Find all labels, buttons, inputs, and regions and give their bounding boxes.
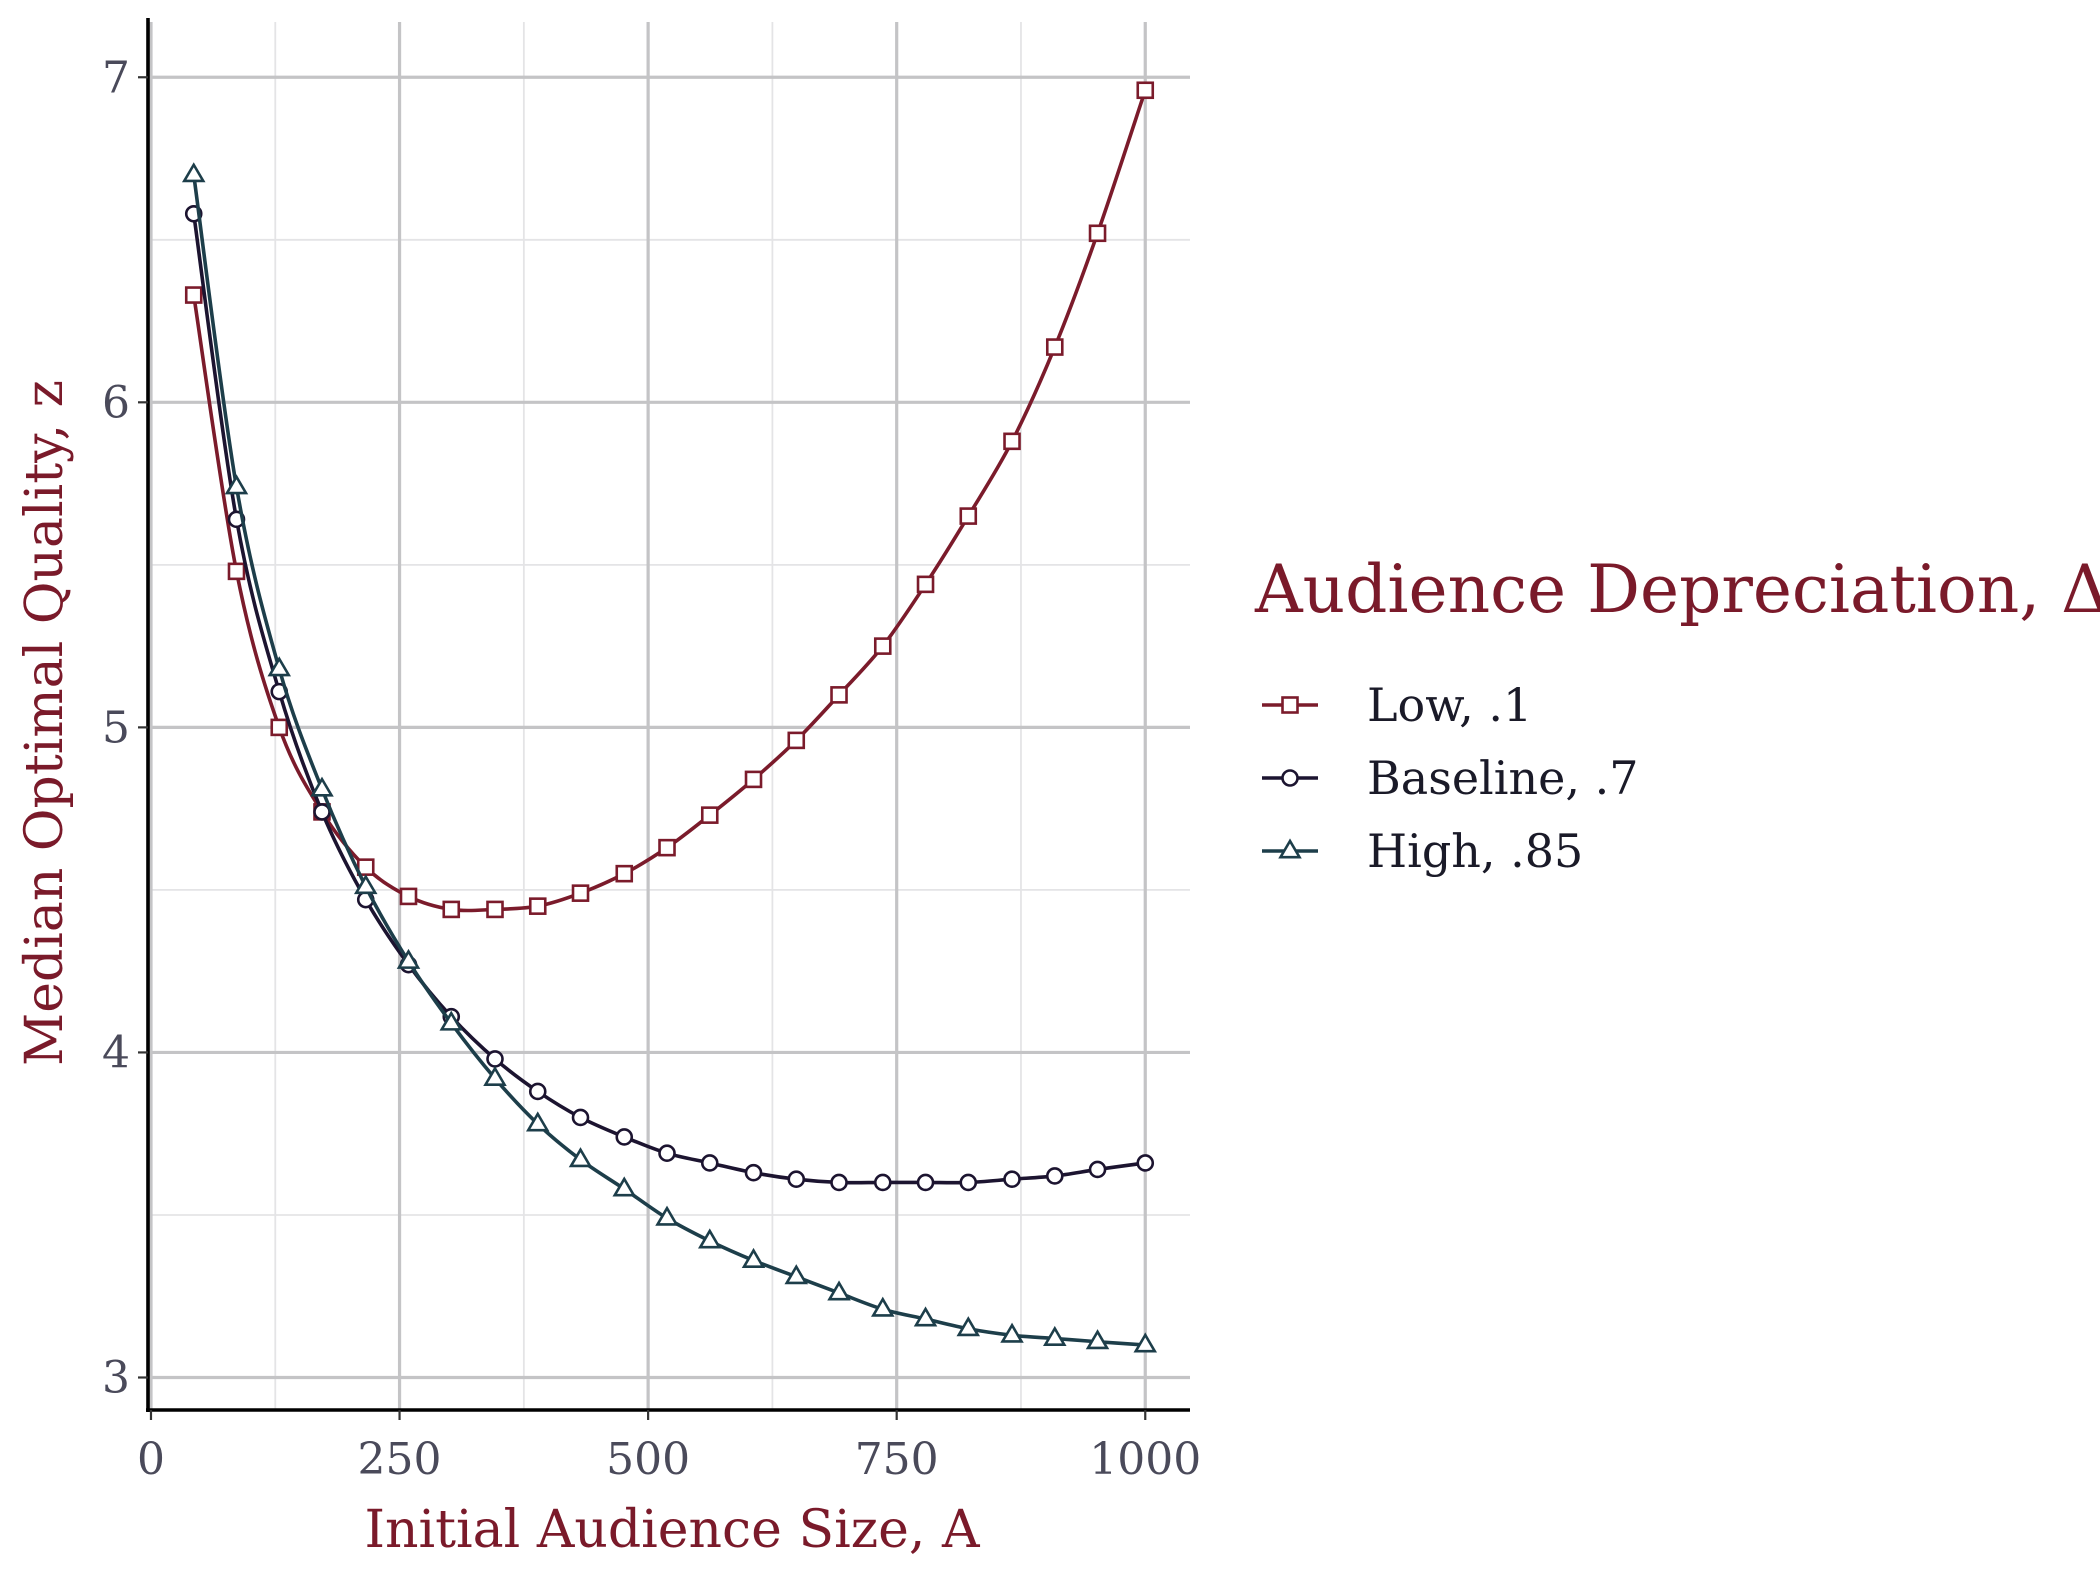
data-point (1133, 1332, 1158, 1353)
data-point (486, 900, 504, 919)
tick-labels: 0 250 500 750 1000 3 4 5 6 7 (102, 52, 1201, 1485)
data-point (959, 1173, 978, 1192)
data-point (1088, 1160, 1107, 1179)
data-point (959, 507, 978, 525)
data-point (396, 948, 421, 969)
data-point (916, 575, 935, 594)
data-point (528, 897, 547, 915)
data-point (486, 1050, 504, 1068)
data-point (1003, 1170, 1021, 1189)
data-point (744, 1163, 763, 1182)
data-point (658, 838, 676, 857)
data-point (870, 1296, 895, 1317)
x-tick-label: 750 (855, 1434, 939, 1485)
data-point (916, 1173, 935, 1192)
data-point (741, 1247, 766, 1268)
data-point (615, 1128, 634, 1146)
data-point (612, 1176, 637, 1197)
series-1 (184, 81, 1155, 919)
data-point (442, 900, 461, 919)
y-axis-title: Median Optimal Quality, z (15, 380, 75, 1066)
data-point (787, 731, 806, 750)
legend-label: Low, .1 (1367, 678, 1532, 732)
data-point (571, 884, 590, 902)
data-point (224, 474, 249, 495)
data-point (1045, 1167, 1064, 1185)
data-point (956, 1316, 981, 1337)
data-point (697, 1228, 722, 1249)
data-point (181, 162, 206, 183)
series-2 (184, 204, 1155, 1192)
y-tick-label: 4 (102, 1027, 130, 1078)
data-point (1003, 432, 1021, 451)
series-line (191, 88, 1148, 913)
legend-item: High, .85 (1262, 824, 1583, 878)
data-point (525, 1111, 550, 1132)
legend-swatch-marker (1281, 696, 1299, 714)
x-tick-label: 250 (358, 1434, 442, 1485)
data-point (700, 1154, 719, 1172)
data-point (787, 1170, 806, 1189)
series-line (191, 172, 1148, 1347)
data-point (439, 1010, 464, 1031)
data-point (1000, 1322, 1024, 1343)
series-line (191, 211, 1148, 1185)
y-tick-label: 5 (102, 702, 130, 753)
data-point (827, 1280, 851, 1301)
data-point (528, 1082, 547, 1101)
data-point (1136, 1154, 1155, 1172)
data-point (267, 656, 292, 677)
data-point (399, 887, 418, 906)
x-tick-label: 500 (606, 1434, 690, 1485)
series-layer (181, 81, 1158, 1353)
data-point (744, 770, 763, 789)
data-point (483, 1065, 507, 1086)
data-point (227, 562, 246, 581)
data-point (571, 1108, 590, 1127)
data-point (913, 1306, 938, 1327)
legend-label: Baseline, .7 (1367, 751, 1638, 805)
data-point (873, 637, 892, 655)
x-tick-label: 0 (137, 1434, 165, 1485)
data-point (270, 718, 289, 737)
x-tick-label: 1000 (1089, 1434, 1201, 1485)
legend-title: Audience Depreciation, Δ (1254, 551, 2100, 628)
data-point (1136, 81, 1155, 100)
data-point (615, 864, 634, 883)
axes (138, 18, 1190, 1420)
legend-label: High, .85 (1367, 824, 1583, 878)
data-point (353, 874, 378, 895)
legend-swatch-marker (1281, 769, 1299, 787)
data-point (655, 1205, 679, 1226)
series-3 (181, 162, 1158, 1353)
data-point (1088, 224, 1107, 243)
data-point (1085, 1329, 1110, 1350)
data-point (784, 1264, 809, 1285)
data-point (658, 1144, 676, 1163)
y-tick-label: 7 (102, 52, 130, 103)
data-point (830, 686, 848, 704)
data-point (873, 1173, 892, 1192)
grid (148, 22, 1190, 1410)
data-point (830, 1173, 848, 1192)
data-point (1045, 338, 1064, 356)
y-tick-label: 6 (102, 377, 130, 428)
x-axis-title: Initial Audience Size, A (364, 1500, 980, 1560)
data-point (184, 286, 203, 304)
y-tick-label: 3 (102, 1352, 130, 1403)
legend-swatch-marker (1278, 838, 1302, 859)
legend-item: Baseline, .7 (1262, 751, 1638, 805)
data-point (1043, 1325, 1067, 1346)
legend-item: Low, .1 (1262, 678, 1532, 732)
legend: Audience Depreciation, Δ Low, .1 Baseline… (1254, 551, 2100, 878)
data-point (700, 806, 719, 824)
data-point (568, 1147, 593, 1168)
legend-items: Low, .1 Baseline, .7 High, .85 (1262, 678, 1638, 878)
data-point (310, 776, 334, 797)
